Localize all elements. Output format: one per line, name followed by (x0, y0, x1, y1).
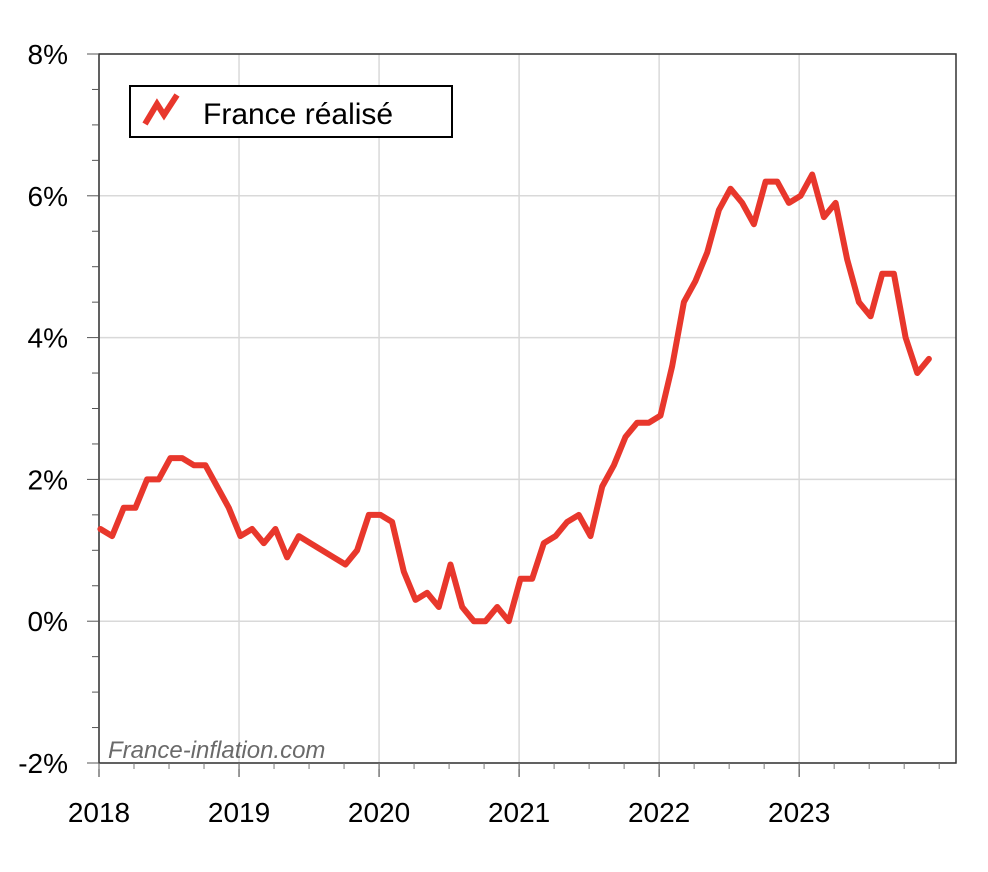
x-tick-label: 2021 (488, 797, 550, 828)
x-axis-tick-labels: 2018 2019 2020 2021 2022 2023 (68, 797, 830, 828)
y-tick-label: 4% (28, 323, 68, 354)
x-tick-label: 2023 (768, 797, 830, 828)
legend-label-france-realise: France réalisé (203, 98, 393, 131)
x-tick-label: 2019 (208, 797, 270, 828)
x-tick-label: 2022 (628, 797, 690, 828)
y-tick-label: 2% (28, 464, 68, 495)
y-tick-label: 6% (28, 181, 68, 212)
y-axis-tick-labels: -2% 0% 2% 4% 6% 8% (18, 39, 68, 779)
x-tick-label: 2018 (68, 797, 130, 828)
legend-box (129, 85, 453, 138)
series-line-france-realise (97, 171, 932, 625)
inflation-line-chart: -2% 0% 2% 4% 6% 8% 2018 2019 2020 2021 2022 2023 F… (18, 39, 957, 828)
y-tick-label: 8% (28, 39, 68, 70)
legend-line-icon (142, 93, 180, 126)
minor-ticks (87, 53, 940, 777)
y-tick-label: -2% (18, 748, 68, 779)
series-layer (97, 171, 932, 625)
legend: France réalisé (129, 85, 453, 138)
x-tick-label: 2020 (348, 797, 410, 828)
watermark-text: France-inflation.com (108, 737, 325, 764)
bottom-legend-cutoff (0, 832, 988, 872)
grid (98, 53, 956, 764)
y-tick-label: 0% (28, 606, 68, 637)
plot-frame (98, 53, 957, 764)
